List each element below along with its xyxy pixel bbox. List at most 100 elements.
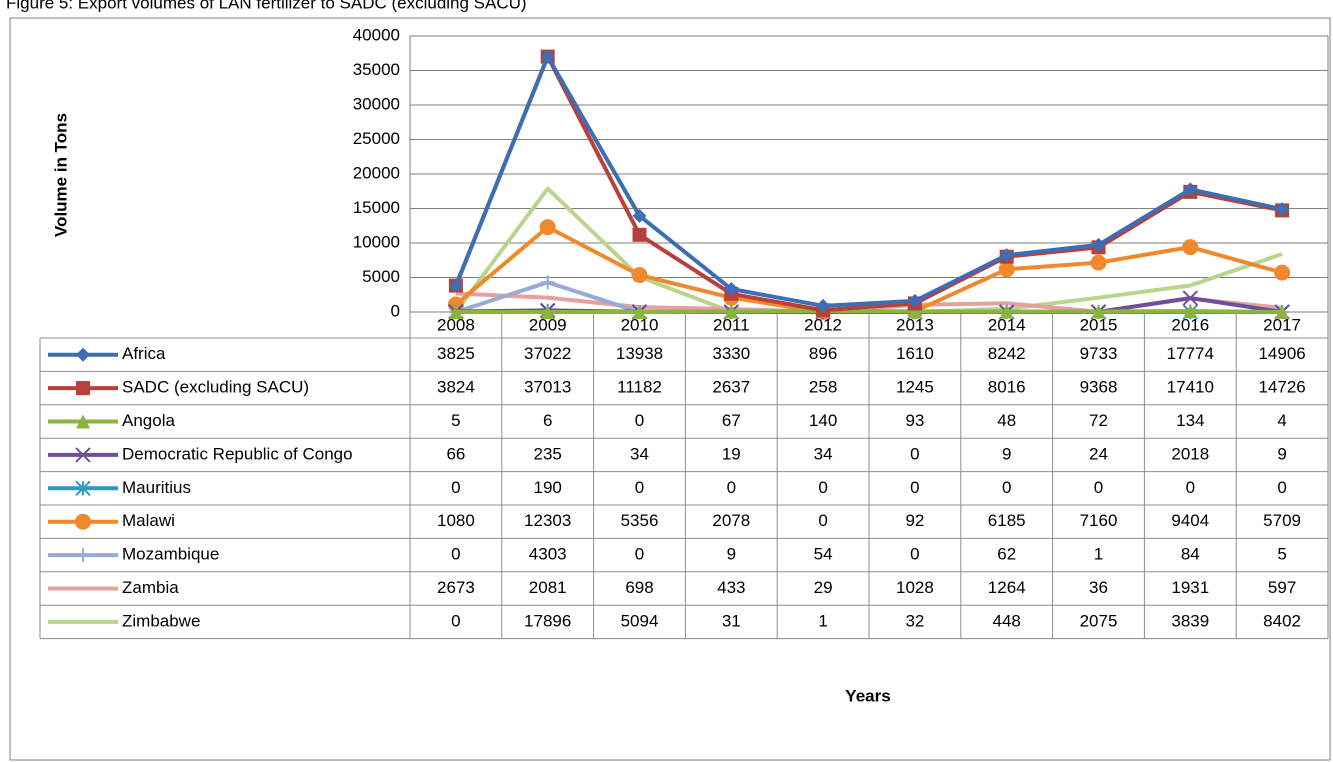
table-value: 896 — [809, 344, 837, 363]
y-tick-label: 10000 — [353, 232, 400, 251]
marker — [907, 304, 922, 319]
table-value: 9 — [727, 545, 736, 564]
marker — [540, 275, 555, 290]
marker — [1182, 290, 1199, 306]
table-value: 3839 — [1171, 611, 1209, 630]
table-value: 5 — [1277, 545, 1286, 564]
x-tick-label: 2015 — [1080, 315, 1118, 334]
table-value: 8016 — [988, 378, 1026, 397]
table-value: 0 — [451, 611, 460, 630]
table-value: 1028 — [896, 578, 934, 597]
table-value: 6 — [543, 411, 552, 430]
x-tick-label: 2012 — [804, 315, 842, 334]
x-tick-label: 2008 — [437, 315, 475, 334]
table-value: 34 — [814, 444, 833, 463]
x-tick-label: 2017 — [1263, 315, 1301, 334]
table-value: 84 — [1181, 545, 1200, 564]
marker — [999, 248, 1014, 263]
x-tick-label: 2011 — [713, 315, 750, 334]
legend-label: Africa — [122, 344, 166, 363]
y-tick-label: 35000 — [353, 60, 400, 79]
table-value: 235 — [534, 444, 562, 463]
table-value: 2637 — [712, 378, 750, 397]
legend-marker — [75, 447, 91, 463]
table-value: 67 — [722, 411, 741, 430]
table-value: 32 — [905, 611, 924, 630]
table-value: 31 — [722, 611, 741, 630]
table-value: 2075 — [1080, 611, 1118, 630]
table-value: 0 — [1186, 478, 1195, 497]
marker — [632, 305, 647, 319]
table-value: 1 — [1094, 545, 1103, 564]
y-axis-label: Volume in Tons — [51, 113, 70, 237]
table-value: 54 — [814, 545, 833, 564]
table-value: 1931 — [1171, 578, 1209, 597]
table-value: 36 — [1089, 578, 1108, 597]
table-value: 8242 — [988, 344, 1026, 363]
x-tick-label: 2010 — [621, 315, 659, 334]
table-value: 433 — [717, 578, 745, 597]
table-value: 2078 — [712, 511, 750, 530]
table-value: 3825 — [437, 344, 475, 363]
table-value: 140 — [809, 411, 837, 430]
legend-label: Mauritius — [122, 478, 191, 497]
table-value: 37013 — [524, 378, 571, 397]
legend-label: SADC (excluding SACU) — [122, 378, 309, 397]
marker — [907, 293, 922, 308]
marker — [632, 208, 647, 223]
legend-label: Angola — [122, 411, 175, 430]
table-value: 1245 — [896, 378, 934, 397]
y-tick-label: 20000 — [353, 163, 400, 182]
table-value: 9404 — [1171, 511, 1209, 530]
table-value: 448 — [993, 611, 1021, 630]
y-tick-label: 0 — [391, 301, 400, 320]
table-value: 2673 — [437, 578, 475, 597]
x-tick-label: 2016 — [1171, 315, 1209, 334]
table-value: 0 — [451, 478, 460, 497]
legend-marker — [76, 548, 90, 563]
marker — [1275, 304, 1290, 319]
table-value: 258 — [809, 378, 837, 397]
table-value: 1 — [818, 611, 827, 630]
table-value: 72 — [1089, 411, 1108, 430]
table-value: 0 — [910, 444, 919, 463]
table-value: 19 — [722, 444, 741, 463]
legend-label: Malawi — [122, 511, 175, 530]
table-value: 48 — [997, 411, 1016, 430]
table-value: 9368 — [1080, 378, 1118, 397]
table-value: 93 — [905, 411, 924, 430]
marker — [540, 304, 555, 319]
table-value: 2081 — [529, 578, 567, 597]
marker — [1182, 239, 1199, 256]
table-value: 0 — [1094, 478, 1103, 497]
chart-title: Figure 5: Export volumes of LAN fertiliz… — [6, 0, 527, 12]
table-value: 1610 — [896, 344, 934, 363]
y-tick-label: 15000 — [353, 198, 400, 217]
marker — [998, 261, 1015, 278]
table-value: 17896 — [524, 611, 571, 630]
legend-label: Mozambique — [122, 545, 219, 564]
legend-marker — [76, 381, 90, 396]
marker — [1183, 182, 1198, 197]
table-value: 9 — [1277, 444, 1286, 463]
table-value: 4 — [1277, 411, 1286, 430]
table-value: 0 — [1277, 478, 1286, 497]
x-tick-label: 2009 — [529, 315, 567, 334]
y-tick-label: 30000 — [353, 94, 400, 113]
legend-label: Democratic Republic of Congo — [122, 444, 353, 463]
series-line — [454, 54, 1283, 313]
legend-marker — [76, 414, 90, 429]
table-value: 597 — [1268, 578, 1296, 597]
marker — [448, 304, 463, 319]
table-value: 0 — [818, 478, 827, 497]
marker — [539, 219, 556, 236]
legend-marker — [75, 480, 91, 497]
table-value: 17410 — [1167, 378, 1214, 397]
series-line — [455, 309, 1283, 314]
table-value: 1080 — [437, 511, 475, 530]
table-value: 8402 — [1263, 611, 1301, 630]
table-value: 13938 — [616, 344, 663, 363]
series-line — [454, 54, 1283, 308]
y-tick-label: 5000 — [362, 267, 400, 286]
